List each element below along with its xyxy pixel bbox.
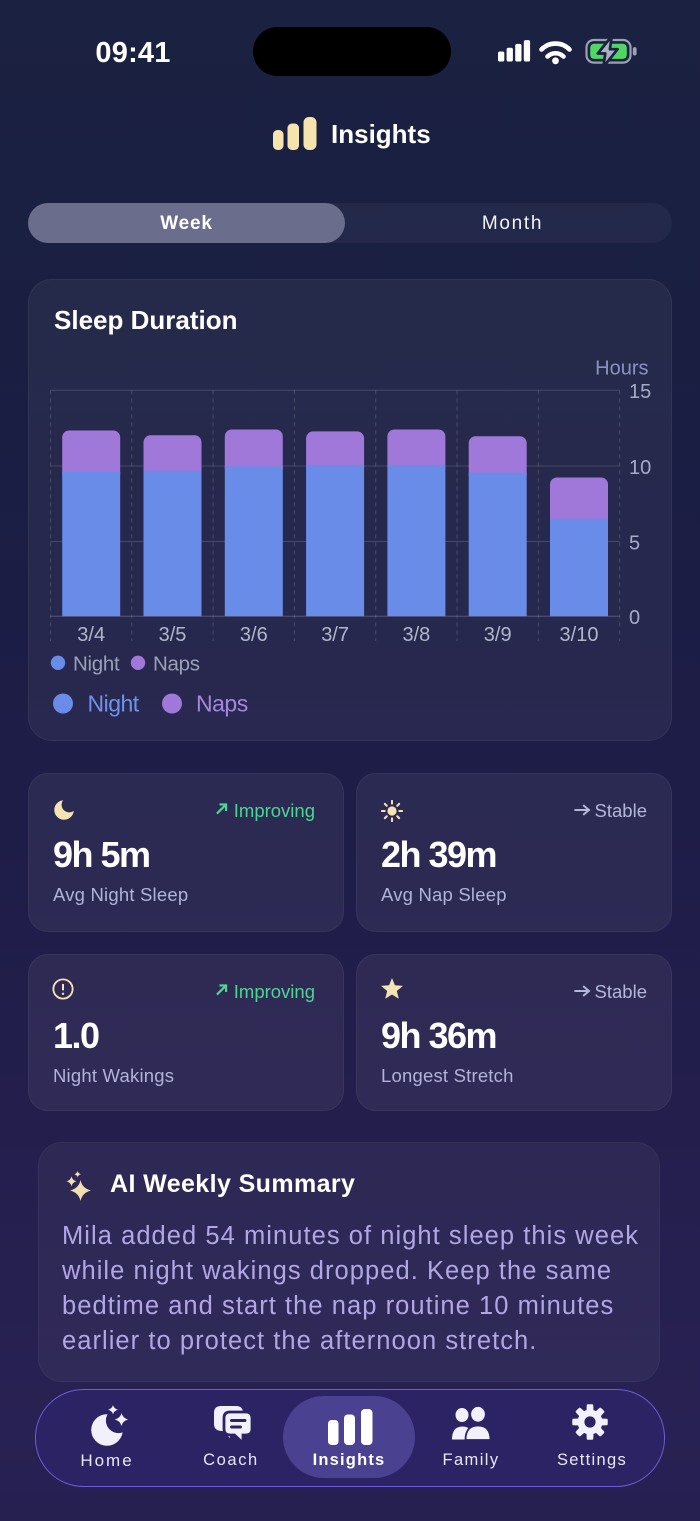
svg-text:3/10: 3/10 — [560, 624, 599, 646]
svg-text:0: 0 — [629, 607, 640, 629]
svg-text:Naps: Naps — [196, 691, 248, 717]
svg-text:5: 5 — [629, 533, 640, 555]
svg-text:3/9: 3/9 — [484, 624, 512, 646]
svg-text:3/8: 3/8 — [402, 624, 430, 646]
svg-text:Hours: Hours — [595, 358, 648, 380]
svg-text:Night: Night — [88, 691, 140, 717]
svg-text:Night: Night — [73, 653, 120, 676]
svg-text:3/4: 3/4 — [77, 624, 105, 646]
svg-text:3/5: 3/5 — [159, 624, 187, 646]
svg-text:3/7: 3/7 — [321, 624, 349, 646]
svg-text:3/6: 3/6 — [240, 624, 268, 646]
svg-text:10: 10 — [629, 457, 651, 479]
svg-text:Naps: Naps — [153, 653, 200, 676]
svg-text:15: 15 — [629, 381, 651, 403]
